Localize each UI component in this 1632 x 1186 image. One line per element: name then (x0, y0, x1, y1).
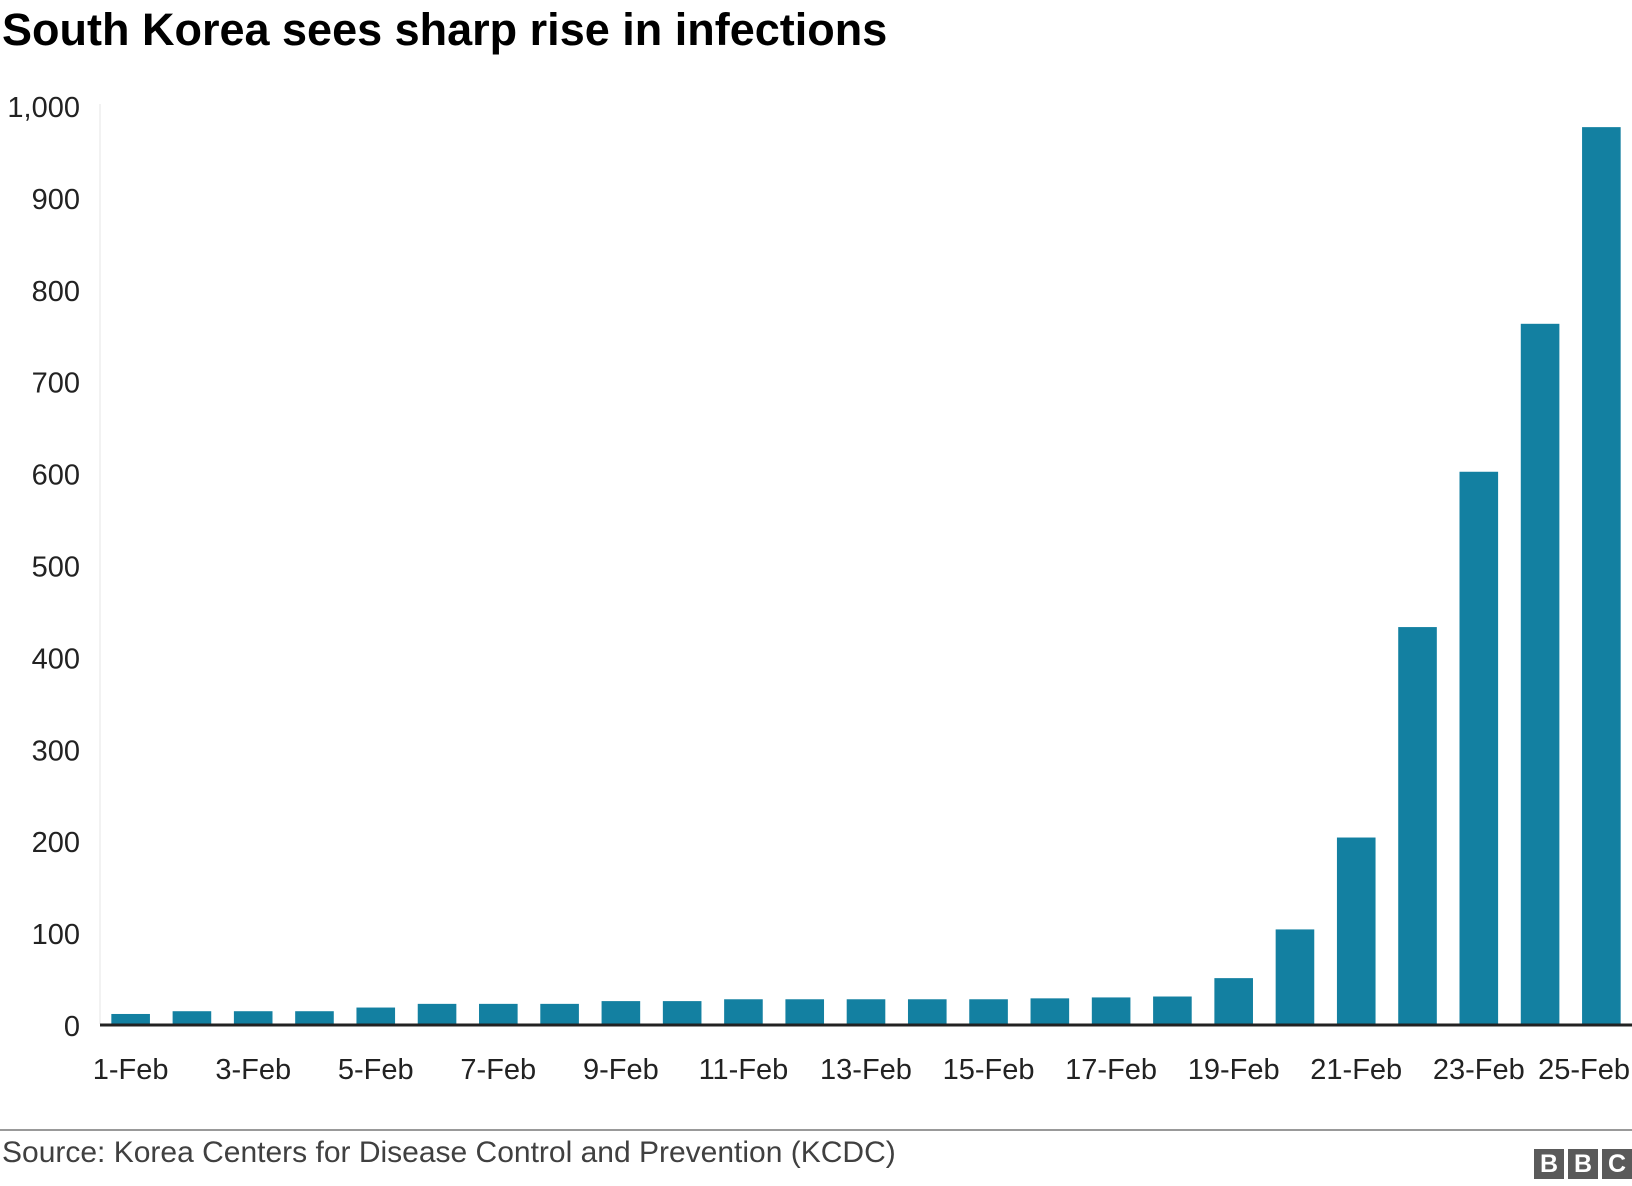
chart-title: South Korea sees sharp rise in infection… (2, 4, 888, 55)
bar-10-Feb (662, 1001, 702, 1025)
bar-4-Feb (295, 1011, 334, 1025)
bar-5-Feb (356, 1007, 396, 1025)
bbc-logo: B B C (1534, 1149, 1632, 1179)
y-tick-label: 400 (32, 643, 80, 675)
x-tick-label: 15-Feb (943, 1054, 1035, 1086)
bar-9-Feb (601, 1001, 641, 1025)
y-tick-label: 800 (32, 276, 80, 308)
y-tick-label: 500 (32, 552, 80, 584)
bar-13-Feb (846, 999, 886, 1025)
x-tick-label: 7-Feb (460, 1054, 536, 1086)
bar-24-Feb (1520, 323, 1560, 1026)
bbc-logo-letter: B (1534, 1149, 1564, 1179)
bar-1-Feb (111, 1013, 150, 1025)
y-tick-label: 0 (64, 1011, 80, 1043)
bar-17-Feb (1091, 997, 1131, 1025)
x-tick-label: 5-Feb (338, 1054, 414, 1086)
bar-6-Feb (417, 1003, 457, 1025)
y-tick-label: 900 (32, 184, 80, 216)
y-tick-label: 700 (32, 368, 80, 400)
x-tick-label: 21-Feb (1310, 1054, 1402, 1086)
x-tick-label: 9-Feb (583, 1054, 659, 1086)
footer-divider (0, 1129, 1632, 1131)
bar-8-Feb (540, 1003, 579, 1025)
bbc-logo-letter: B (1568, 1149, 1598, 1179)
bar-18-Feb (1153, 996, 1192, 1025)
y-axis-tick-labels: 0 100 200 300 400 500 600 700 800 900 1,000 (7, 92, 80, 1043)
y-tick-label: 600 (32, 460, 80, 492)
bar-19-Feb (1214, 978, 1253, 1025)
bar-chart: 0 100 200 300 400 500 600 700 800 900 1,000 1-Feb 3… (7, 92, 1632, 1086)
bar-25-Feb (1582, 127, 1621, 1025)
x-tick-label: 25-Feb (1538, 1054, 1630, 1086)
x-tick-label: 11-Feb (699, 1054, 789, 1086)
bar-21-Feb (1336, 837, 1376, 1025)
bar-22-Feb (1398, 627, 1437, 1025)
y-tick-label: 100 (32, 919, 80, 951)
bar-16-Feb (1030, 998, 1070, 1025)
bar-11-Feb (724, 999, 763, 1025)
bar-12-Feb (785, 999, 825, 1025)
y-tick-label: 1,000 (7, 92, 80, 124)
x-tick-label: 23-Feb (1433, 1054, 1525, 1086)
bar-23-Feb (1459, 471, 1499, 1026)
y-tick-label: 200 (32, 827, 80, 859)
source-note: Source: Korea Centers for Disease Contro… (2, 1136, 896, 1169)
bar-3-Feb (233, 1011, 273, 1025)
x-tick-label: 3-Feb (215, 1054, 291, 1086)
bar-20-Feb (1275, 929, 1315, 1025)
y-tick-label: 300 (32, 735, 80, 767)
x-axis-tick-labels: 1-Feb 3-Feb 5-Feb 7-Feb 9-Feb 11-Feb 13-Feb 15-… (93, 1054, 1630, 1086)
bar-7-Feb (479, 1003, 518, 1025)
x-tick-label: 13-Feb (820, 1054, 912, 1086)
bbc-logo-letter: C (1602, 1149, 1632, 1179)
bar-15-Feb (969, 999, 1008, 1025)
bar-14-Feb (907, 999, 947, 1025)
bar-2-Feb (172, 1011, 212, 1025)
x-tick-label: 19-Feb (1188, 1054, 1280, 1086)
x-tick-label: 1-Feb (93, 1054, 169, 1086)
bars (111, 127, 1621, 1026)
x-tick-label: 17-Feb (1065, 1054, 1157, 1086)
